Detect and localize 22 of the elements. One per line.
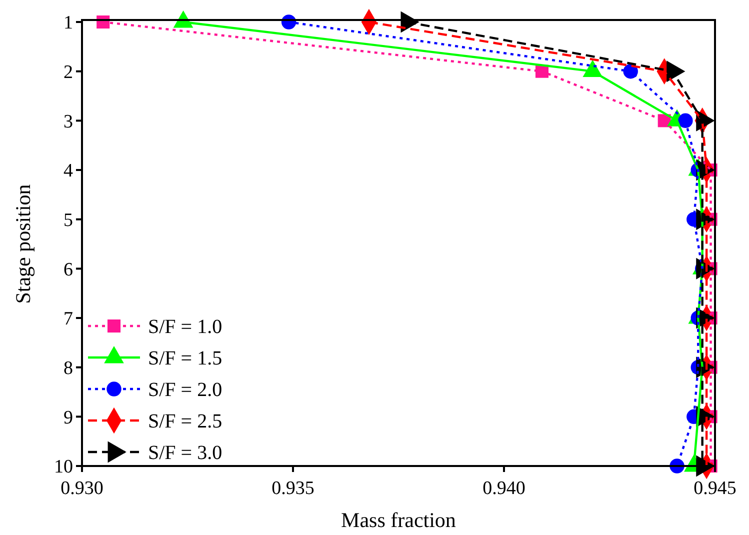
y-tick-label: 6 bbox=[64, 259, 73, 280]
legend-label: S/F = 1.5 bbox=[148, 348, 222, 370]
point bbox=[678, 113, 693, 128]
y-tick-label: 7 bbox=[64, 308, 73, 330]
x-tick-label: 0.930 bbox=[60, 478, 104, 499]
x-tick-label: 0.935 bbox=[272, 478, 314, 499]
legend-label: S/F = 2.0 bbox=[148, 379, 222, 401]
legend-label: S/F = 2.5 bbox=[148, 410, 222, 432]
y-tick-label: 4 bbox=[64, 160, 74, 182]
y-tick-label: 2 bbox=[64, 62, 73, 83]
x-tick-label: 0.945 bbox=[694, 478, 736, 499]
y-tick-label: 1 bbox=[64, 12, 73, 34]
y-tick-label: 9 bbox=[64, 407, 73, 428]
y-tick-label: 8 bbox=[64, 358, 73, 379]
x-axis-title: Mass fraction bbox=[341, 508, 456, 532]
x-tick-label: 0.940 bbox=[482, 478, 526, 499]
y-axis-title: Stage position bbox=[11, 184, 35, 304]
legend-label: S/F = 3.0 bbox=[148, 442, 222, 464]
y-tick-label: 5 bbox=[64, 210, 73, 231]
y-tick-label: 10 bbox=[54, 456, 73, 478]
y-tick-label: 3 bbox=[64, 111, 73, 132]
legend-label: S/F = 1.0 bbox=[148, 316, 222, 338]
